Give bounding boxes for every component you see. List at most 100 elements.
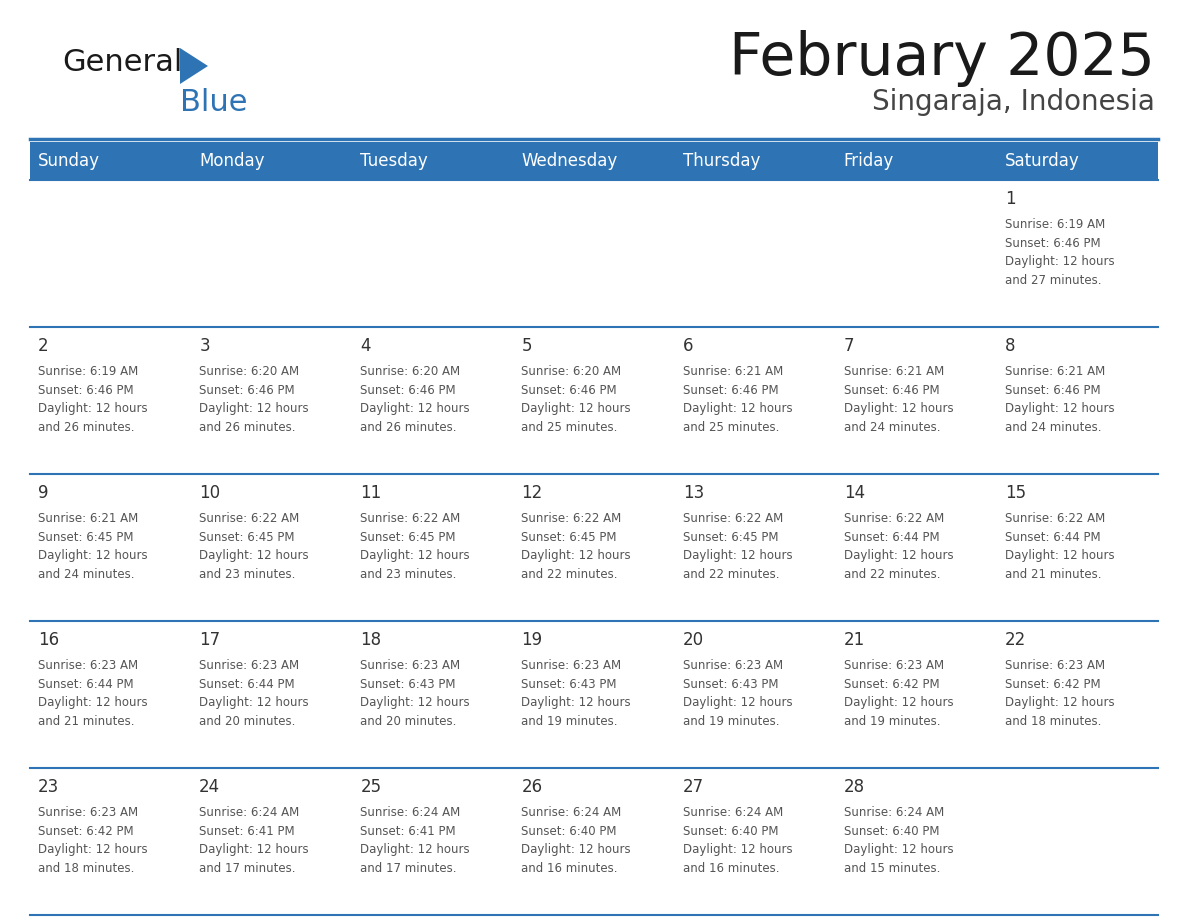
Text: 28: 28 — [843, 778, 865, 796]
Text: Tuesday: Tuesday — [360, 152, 428, 170]
Text: 10: 10 — [200, 485, 220, 502]
Bar — [835, 768, 997, 915]
Text: 15: 15 — [1005, 485, 1026, 502]
Text: Sunrise: 6:24 AM
Sunset: 6:40 PM
Daylight: 12 hours
and 16 minutes.: Sunrise: 6:24 AM Sunset: 6:40 PM Dayligh… — [522, 806, 631, 875]
Text: 16: 16 — [38, 632, 59, 649]
Text: 2: 2 — [38, 337, 49, 355]
Text: 14: 14 — [843, 485, 865, 502]
Bar — [835, 142, 997, 180]
Text: Sunrise: 6:22 AM
Sunset: 6:45 PM
Daylight: 12 hours
and 22 minutes.: Sunrise: 6:22 AM Sunset: 6:45 PM Dayligh… — [522, 512, 631, 581]
Text: Monday: Monday — [200, 152, 265, 170]
Text: 1: 1 — [1005, 190, 1016, 208]
Bar — [30, 180, 191, 327]
Text: February 2025: February 2025 — [729, 30, 1155, 87]
Bar — [191, 474, 353, 621]
Text: Wednesday: Wednesday — [522, 152, 618, 170]
Bar — [675, 327, 835, 474]
Text: 6: 6 — [683, 337, 693, 355]
Text: Sunrise: 6:24 AM
Sunset: 6:40 PM
Daylight: 12 hours
and 15 minutes.: Sunrise: 6:24 AM Sunset: 6:40 PM Dayligh… — [843, 806, 954, 875]
Bar — [191, 180, 353, 327]
Bar — [513, 142, 675, 180]
Bar — [191, 621, 353, 768]
Text: 13: 13 — [683, 485, 703, 502]
Text: Sunrise: 6:23 AM
Sunset: 6:43 PM
Daylight: 12 hours
and 20 minutes.: Sunrise: 6:23 AM Sunset: 6:43 PM Dayligh… — [360, 659, 470, 728]
Text: Sunrise: 6:20 AM
Sunset: 6:46 PM
Daylight: 12 hours
and 25 minutes.: Sunrise: 6:20 AM Sunset: 6:46 PM Dayligh… — [522, 365, 631, 433]
Text: 22: 22 — [1005, 632, 1026, 649]
Text: Sunrise: 6:21 AM
Sunset: 6:46 PM
Daylight: 12 hours
and 24 minutes.: Sunrise: 6:21 AM Sunset: 6:46 PM Dayligh… — [843, 365, 954, 433]
Text: Sunrise: 6:22 AM
Sunset: 6:44 PM
Daylight: 12 hours
and 22 minutes.: Sunrise: 6:22 AM Sunset: 6:44 PM Dayligh… — [843, 512, 954, 581]
Text: 11: 11 — [360, 485, 381, 502]
Bar — [835, 474, 997, 621]
Text: Sunrise: 6:22 AM
Sunset: 6:45 PM
Daylight: 12 hours
and 23 minutes.: Sunrise: 6:22 AM Sunset: 6:45 PM Dayligh… — [360, 512, 470, 581]
Bar — [675, 474, 835, 621]
Bar — [513, 768, 675, 915]
Text: Sunrise: 6:24 AM
Sunset: 6:40 PM
Daylight: 12 hours
and 16 minutes.: Sunrise: 6:24 AM Sunset: 6:40 PM Dayligh… — [683, 806, 792, 875]
Bar — [191, 327, 353, 474]
Bar — [997, 327, 1158, 474]
Bar — [191, 768, 353, 915]
Text: Sunrise: 6:23 AM
Sunset: 6:44 PM
Daylight: 12 hours
and 20 minutes.: Sunrise: 6:23 AM Sunset: 6:44 PM Dayligh… — [200, 659, 309, 728]
Bar — [997, 621, 1158, 768]
Bar — [353, 768, 513, 915]
Text: Sunrise: 6:21 AM
Sunset: 6:45 PM
Daylight: 12 hours
and 24 minutes.: Sunrise: 6:21 AM Sunset: 6:45 PM Dayligh… — [38, 512, 147, 581]
Text: Sunrise: 6:19 AM
Sunset: 6:46 PM
Daylight: 12 hours
and 26 minutes.: Sunrise: 6:19 AM Sunset: 6:46 PM Dayligh… — [38, 365, 147, 433]
Bar — [675, 768, 835, 915]
Bar — [835, 180, 997, 327]
Text: 18: 18 — [360, 632, 381, 649]
Bar — [513, 327, 675, 474]
Bar — [191, 142, 353, 180]
Bar — [30, 768, 191, 915]
Text: 4: 4 — [360, 337, 371, 355]
Text: 3: 3 — [200, 337, 210, 355]
Text: 8: 8 — [1005, 337, 1016, 355]
Text: Saturday: Saturday — [1005, 152, 1080, 170]
Text: 23: 23 — [38, 778, 59, 796]
Bar — [835, 621, 997, 768]
Polygon shape — [181, 48, 208, 84]
Bar — [675, 180, 835, 327]
Bar — [835, 327, 997, 474]
Text: General: General — [62, 48, 183, 77]
Bar — [513, 474, 675, 621]
Text: 25: 25 — [360, 778, 381, 796]
Text: Sunrise: 6:24 AM
Sunset: 6:41 PM
Daylight: 12 hours
and 17 minutes.: Sunrise: 6:24 AM Sunset: 6:41 PM Dayligh… — [200, 806, 309, 875]
Text: Sunrise: 6:21 AM
Sunset: 6:46 PM
Daylight: 12 hours
and 25 minutes.: Sunrise: 6:21 AM Sunset: 6:46 PM Dayligh… — [683, 365, 792, 433]
Text: Singaraja, Indonesia: Singaraja, Indonesia — [872, 88, 1155, 116]
Bar — [353, 180, 513, 327]
Text: Sunrise: 6:23 AM
Sunset: 6:42 PM
Daylight: 12 hours
and 18 minutes.: Sunrise: 6:23 AM Sunset: 6:42 PM Dayligh… — [38, 806, 147, 875]
Text: 5: 5 — [522, 337, 532, 355]
Text: 20: 20 — [683, 632, 703, 649]
Bar — [675, 142, 835, 180]
Text: Sunrise: 6:22 AM
Sunset: 6:44 PM
Daylight: 12 hours
and 21 minutes.: Sunrise: 6:22 AM Sunset: 6:44 PM Dayligh… — [1005, 512, 1114, 581]
Bar — [353, 621, 513, 768]
Bar — [513, 621, 675, 768]
Text: Sunrise: 6:20 AM
Sunset: 6:46 PM
Daylight: 12 hours
and 26 minutes.: Sunrise: 6:20 AM Sunset: 6:46 PM Dayligh… — [360, 365, 470, 433]
Bar — [30, 327, 191, 474]
Bar — [997, 142, 1158, 180]
Text: Sunrise: 6:22 AM
Sunset: 6:45 PM
Daylight: 12 hours
and 22 minutes.: Sunrise: 6:22 AM Sunset: 6:45 PM Dayligh… — [683, 512, 792, 581]
Bar — [997, 474, 1158, 621]
Text: Sunrise: 6:23 AM
Sunset: 6:42 PM
Daylight: 12 hours
and 18 minutes.: Sunrise: 6:23 AM Sunset: 6:42 PM Dayligh… — [1005, 659, 1114, 728]
Text: 27: 27 — [683, 778, 703, 796]
Bar — [997, 768, 1158, 915]
Text: Sunrise: 6:20 AM
Sunset: 6:46 PM
Daylight: 12 hours
and 26 minutes.: Sunrise: 6:20 AM Sunset: 6:46 PM Dayligh… — [200, 365, 309, 433]
Text: Thursday: Thursday — [683, 152, 760, 170]
Text: Sunrise: 6:23 AM
Sunset: 6:43 PM
Daylight: 12 hours
and 19 minutes.: Sunrise: 6:23 AM Sunset: 6:43 PM Dayligh… — [522, 659, 631, 728]
Text: Sunrise: 6:21 AM
Sunset: 6:46 PM
Daylight: 12 hours
and 24 minutes.: Sunrise: 6:21 AM Sunset: 6:46 PM Dayligh… — [1005, 365, 1114, 433]
Text: 17: 17 — [200, 632, 220, 649]
Bar — [675, 621, 835, 768]
Bar — [30, 142, 191, 180]
Bar — [513, 180, 675, 327]
Text: Sunrise: 6:22 AM
Sunset: 6:45 PM
Daylight: 12 hours
and 23 minutes.: Sunrise: 6:22 AM Sunset: 6:45 PM Dayligh… — [200, 512, 309, 581]
Bar — [997, 180, 1158, 327]
Text: 12: 12 — [522, 485, 543, 502]
Text: Blue: Blue — [181, 88, 247, 117]
Text: Sunrise: 6:23 AM
Sunset: 6:44 PM
Daylight: 12 hours
and 21 minutes.: Sunrise: 6:23 AM Sunset: 6:44 PM Dayligh… — [38, 659, 147, 728]
Text: Sunrise: 6:23 AM
Sunset: 6:42 PM
Daylight: 12 hours
and 19 minutes.: Sunrise: 6:23 AM Sunset: 6:42 PM Dayligh… — [843, 659, 954, 728]
Text: Sunday: Sunday — [38, 152, 100, 170]
Text: 26: 26 — [522, 778, 543, 796]
Bar — [353, 327, 513, 474]
Text: Sunrise: 6:19 AM
Sunset: 6:46 PM
Daylight: 12 hours
and 27 minutes.: Sunrise: 6:19 AM Sunset: 6:46 PM Dayligh… — [1005, 218, 1114, 286]
Bar — [30, 621, 191, 768]
Text: Sunrise: 6:23 AM
Sunset: 6:43 PM
Daylight: 12 hours
and 19 minutes.: Sunrise: 6:23 AM Sunset: 6:43 PM Dayligh… — [683, 659, 792, 728]
